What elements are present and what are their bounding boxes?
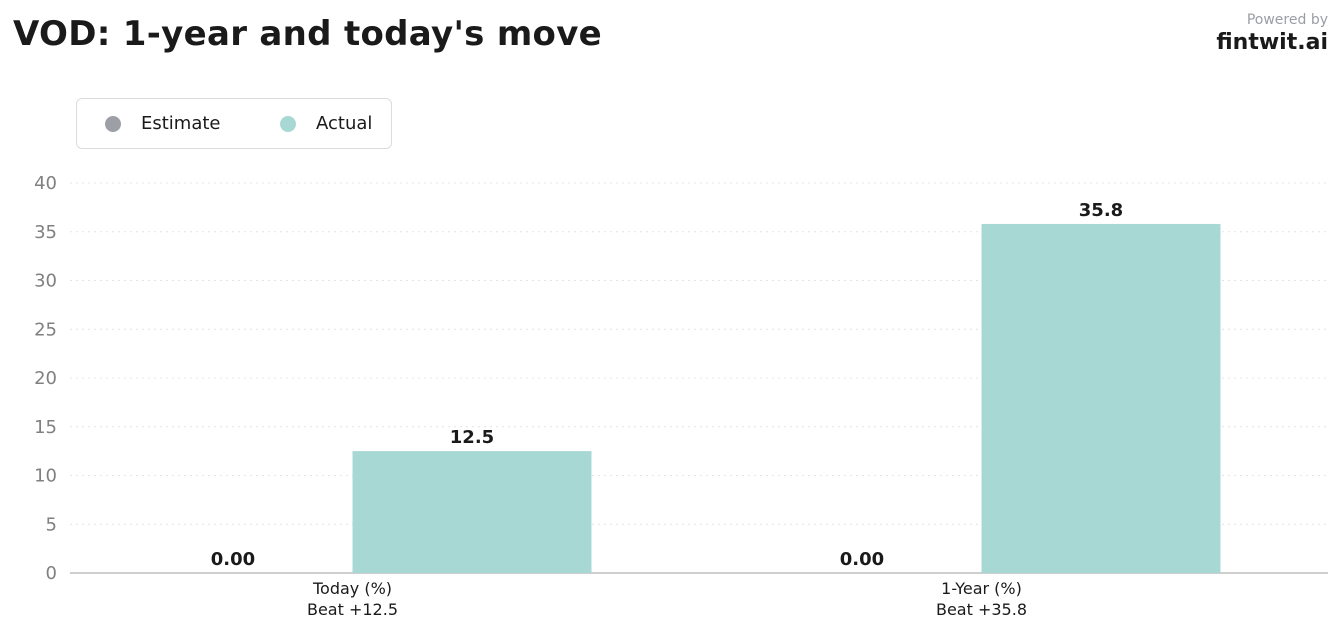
legend: Estimate Actual [76,98,392,149]
y-tick-label: 0 [46,563,57,584]
y-tick-label: 15 [34,417,57,438]
legend-actual-label: Actual [316,113,373,134]
legend-estimate-label: Estimate [141,113,221,134]
y-tick-label: 30 [34,271,57,292]
x-tick-sublabel: Beat +12.5 [307,600,398,619]
bar-actual [352,451,592,573]
y-tick-label: 10 [34,466,57,487]
y-tick-label: 25 [34,319,57,340]
legend-item-actual: Actual [280,99,372,148]
legend-item-estimate: Estimate [105,99,221,148]
bar-actual [981,223,1221,573]
brand-name: fintwit.ai [1216,30,1328,55]
x-tick-label: 1-Year (%) [941,579,1022,598]
legend-estimate-marker [105,115,121,132]
x-tick-sublabel: Beat +35.8 [936,600,1027,619]
legend-actual-marker [280,115,296,132]
bar-value-label: 35.8 [1079,200,1123,221]
y-tick-label: 5 [46,514,57,535]
powered-by-label: Powered by [1246,12,1328,28]
y-tick-label: 35 [34,222,57,243]
brand: Powered by fintwit.ai [1216,12,1328,55]
x-tick-label: Today (%) [312,579,392,598]
bar-value-label: 0.00 [211,549,255,570]
chart-title: VOD: 1-year and today's move [13,14,603,54]
y-tick-label: 40 [34,173,57,194]
bar-value-label: 12.5 [450,427,494,448]
y-tick-label: 20 [34,368,57,389]
bar-value-label: 0.00 [840,549,884,570]
